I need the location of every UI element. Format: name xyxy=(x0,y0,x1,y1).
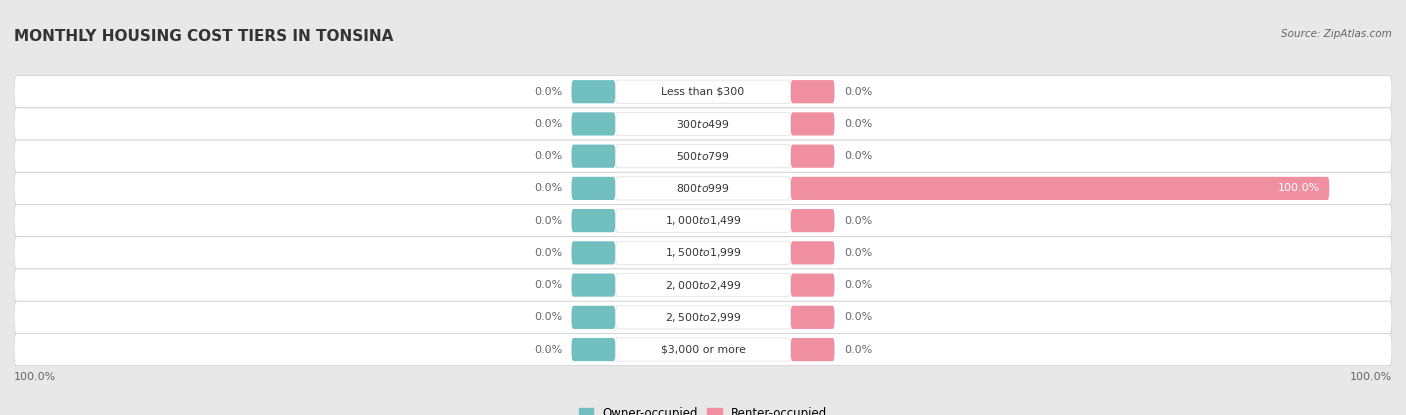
FancyBboxPatch shape xyxy=(14,237,1392,269)
FancyBboxPatch shape xyxy=(790,273,835,297)
FancyBboxPatch shape xyxy=(14,205,1392,237)
Text: $1,500 to $1,999: $1,500 to $1,999 xyxy=(665,247,741,259)
Text: 0.0%: 0.0% xyxy=(534,151,562,161)
Text: Less than $300: Less than $300 xyxy=(661,87,745,97)
FancyBboxPatch shape xyxy=(616,177,790,200)
FancyBboxPatch shape xyxy=(14,140,1392,172)
Text: $800 to $999: $800 to $999 xyxy=(676,183,730,194)
Text: $2,000 to $2,499: $2,000 to $2,499 xyxy=(665,278,741,292)
Text: 100.0%: 100.0% xyxy=(1350,372,1392,382)
FancyBboxPatch shape xyxy=(571,306,616,329)
FancyBboxPatch shape xyxy=(790,144,835,168)
FancyBboxPatch shape xyxy=(571,241,616,264)
FancyBboxPatch shape xyxy=(616,306,790,329)
Text: $500 to $799: $500 to $799 xyxy=(676,150,730,162)
FancyBboxPatch shape xyxy=(571,80,616,103)
FancyBboxPatch shape xyxy=(790,306,835,329)
FancyBboxPatch shape xyxy=(571,273,616,297)
Text: 0.0%: 0.0% xyxy=(844,87,872,97)
FancyBboxPatch shape xyxy=(571,144,616,168)
FancyBboxPatch shape xyxy=(571,177,616,200)
Text: 0.0%: 0.0% xyxy=(844,280,872,290)
Text: MONTHLY HOUSING COST TIERS IN TONSINA: MONTHLY HOUSING COST TIERS IN TONSINA xyxy=(14,29,394,44)
Text: $300 to $499: $300 to $499 xyxy=(676,118,730,130)
FancyBboxPatch shape xyxy=(616,112,790,136)
FancyBboxPatch shape xyxy=(790,112,835,136)
FancyBboxPatch shape xyxy=(790,209,835,232)
Text: 0.0%: 0.0% xyxy=(844,119,872,129)
Text: 0.0%: 0.0% xyxy=(844,151,872,161)
FancyBboxPatch shape xyxy=(616,338,790,361)
Text: $2,500 to $2,999: $2,500 to $2,999 xyxy=(665,311,741,324)
FancyBboxPatch shape xyxy=(616,241,790,264)
Text: 0.0%: 0.0% xyxy=(844,248,872,258)
FancyBboxPatch shape xyxy=(616,273,790,297)
Text: 0.0%: 0.0% xyxy=(534,248,562,258)
Text: 0.0%: 0.0% xyxy=(844,216,872,226)
Text: 0.0%: 0.0% xyxy=(534,344,562,354)
Text: 0.0%: 0.0% xyxy=(534,312,562,322)
FancyBboxPatch shape xyxy=(790,338,835,361)
Text: 0.0%: 0.0% xyxy=(534,280,562,290)
FancyBboxPatch shape xyxy=(571,209,616,232)
Text: 100.0%: 100.0% xyxy=(1278,183,1320,193)
Text: $1,000 to $1,499: $1,000 to $1,499 xyxy=(665,214,741,227)
Text: 100.0%: 100.0% xyxy=(14,372,56,382)
Text: 0.0%: 0.0% xyxy=(844,312,872,322)
FancyBboxPatch shape xyxy=(571,112,616,136)
FancyBboxPatch shape xyxy=(14,333,1392,366)
FancyBboxPatch shape xyxy=(14,108,1392,140)
FancyBboxPatch shape xyxy=(616,209,790,232)
Text: 0.0%: 0.0% xyxy=(534,183,562,193)
FancyBboxPatch shape xyxy=(14,301,1392,333)
FancyBboxPatch shape xyxy=(571,338,616,361)
FancyBboxPatch shape xyxy=(14,269,1392,301)
Legend: Owner-occupied, Renter-occupied: Owner-occupied, Renter-occupied xyxy=(574,403,832,415)
FancyBboxPatch shape xyxy=(14,172,1392,205)
Text: Source: ZipAtlas.com: Source: ZipAtlas.com xyxy=(1281,29,1392,39)
FancyBboxPatch shape xyxy=(790,177,1329,200)
FancyBboxPatch shape xyxy=(14,76,1392,108)
FancyBboxPatch shape xyxy=(790,241,835,264)
FancyBboxPatch shape xyxy=(616,80,790,103)
FancyBboxPatch shape xyxy=(790,80,835,103)
FancyBboxPatch shape xyxy=(616,144,790,168)
Text: 0.0%: 0.0% xyxy=(844,344,872,354)
Text: $3,000 or more: $3,000 or more xyxy=(661,344,745,354)
Text: 0.0%: 0.0% xyxy=(534,216,562,226)
Text: 0.0%: 0.0% xyxy=(534,119,562,129)
Text: 0.0%: 0.0% xyxy=(534,87,562,97)
